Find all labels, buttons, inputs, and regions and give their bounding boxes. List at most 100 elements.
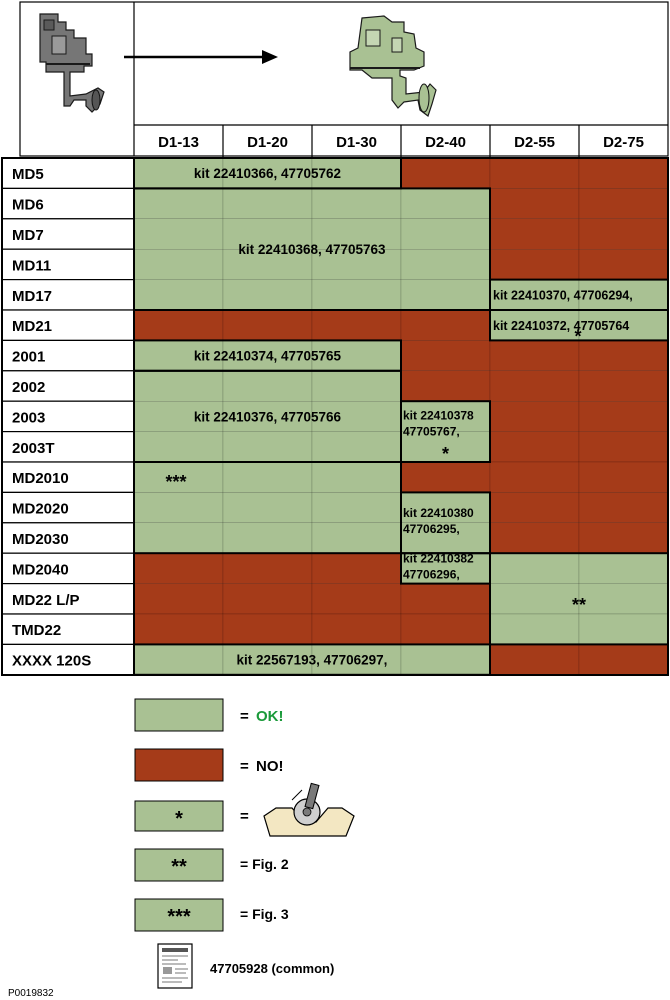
legend-star3-swatch: [134, 898, 224, 932]
kit-label: kit 22410370, 47706294,: [493, 289, 633, 303]
kit-star-marker: **: [572, 595, 586, 615]
grid-cell: [311, 553, 402, 584]
grid-cell: [222, 401, 313, 432]
legend-star1-swatch: [134, 800, 224, 832]
grid-cell: [133, 553, 224, 584]
grid-cell: [222, 522, 313, 554]
grid-cell: [133, 431, 224, 463]
grid-cell: [489, 431, 580, 463]
grid-cell: [489, 218, 580, 250]
column-header-d1-13: D1-13: [158, 134, 199, 151]
legend-star2-swatch: [134, 848, 224, 882]
row-label: 2001: [12, 349, 45, 366]
kit-region-box: [400, 400, 491, 464]
legend-common-label: 47705928 (common): [210, 961, 334, 976]
grid-cell: [578, 583, 669, 615]
grid-cell: [133, 583, 224, 615]
kit-star-marker: *: [442, 444, 449, 464]
row-label-cell: [1, 157, 135, 189]
row-label: 2002: [12, 379, 45, 396]
row-label-cell: [1, 613, 135, 645]
row-label: MD6: [12, 197, 44, 214]
kit-regions: kit 22410366, 47705762 kit 22410368, 4770…: [133, 157, 669, 676]
grid-cell: [133, 644, 224, 676]
column-header-d2-55: D2-55: [514, 134, 555, 151]
kit-star-marker: *: [574, 326, 581, 346]
grid-cell: [222, 188, 313, 219]
grid-cell: [489, 613, 580, 645]
grid-cell: [133, 461, 224, 493]
grid-cell: [311, 461, 402, 493]
grid-cell: [400, 431, 491, 463]
grid-cell: [400, 279, 491, 311]
grid-cell: [578, 218, 669, 250]
column-header-d2-75: D2-75: [603, 134, 644, 151]
grid-cell: [311, 340, 402, 371]
grid-cell: [311, 279, 402, 311]
kit-label: 47706296,: [403, 567, 460, 581]
row-label: XXXX 120S: [12, 653, 91, 670]
grid-cell: [311, 431, 402, 463]
grid-cell: [222, 644, 313, 676]
kit-label: kit 22410376, 47705766: [194, 409, 342, 424]
row-label: 2003: [12, 409, 45, 426]
grid-cell: [400, 644, 491, 676]
grid-cell: [133, 157, 224, 189]
legend-star3-symbol: ***: [167, 906, 191, 928]
grid-cell: [222, 279, 313, 311]
grid-cell: [133, 613, 224, 645]
grid-cell: [133, 248, 224, 280]
grid-cell: [489, 492, 580, 523]
grid-cell: [222, 583, 313, 615]
compatibility-grid: [133, 157, 669, 676]
legend-ok-label: OK!: [256, 708, 284, 725]
legend-star2-label: = Fig. 2: [240, 856, 289, 872]
grid-cell: [578, 522, 669, 554]
grid-cell: [222, 461, 313, 493]
kit-label: 47705767,: [403, 425, 460, 439]
grid-cell: [489, 461, 580, 493]
row-label: MD2020: [12, 501, 69, 518]
arrow-icon: [124, 50, 278, 64]
grid-cell: [222, 431, 313, 463]
row-label-cell: [1, 370, 135, 402]
kit-label: kit 22410366, 47705762: [194, 166, 341, 181]
header-frame: [19, 1, 669, 157]
row-label: MD11: [12, 257, 51, 274]
legend-ok-equals: =: [240, 708, 249, 725]
document-code: P0019832: [8, 988, 54, 999]
grid-cell: [311, 309, 402, 341]
grid-cell: [311, 613, 402, 645]
kit-label: kit 22410380: [403, 506, 474, 520]
row-label: MD22 L/P: [12, 592, 80, 609]
row-label: TMD22: [12, 622, 61, 639]
legend-star2-symbol: **: [171, 856, 187, 878]
legend-ok-swatch: [134, 698, 224, 732]
column-header-d1-30: D1-30: [336, 134, 377, 151]
grid-cell: [489, 188, 580, 219]
grid-cell: [578, 157, 669, 189]
grid-cell: [133, 218, 224, 250]
row-label: MD7: [12, 227, 44, 244]
grid-cell: [578, 370, 669, 402]
grid-cell: [400, 401, 491, 432]
new-engine-icon: [349, 15, 437, 117]
kit-label: kit 22567193, 47706297,: [237, 653, 388, 668]
cutting-tool-icon: [263, 782, 355, 837]
grid-cell: [400, 522, 491, 554]
grid-cell: [222, 309, 313, 341]
legend-no-swatch: [134, 748, 224, 782]
grid-cell: [578, 401, 669, 432]
legend-star3-label: = Fig. 3: [240, 906, 289, 922]
grid-cell: [311, 583, 402, 615]
grid-cell: [311, 157, 402, 189]
column-headers: D1-13 D1-20 D1-30 D2-40 D2-55 D2-75: [158, 125, 644, 158]
legend-star1-equals: =: [240, 808, 249, 825]
legend: = OK! = NO! * = ** = Fig. 2 *** = Fig. 3: [134, 698, 355, 989]
table-frame: [1, 157, 669, 676]
grid-cell: [578, 431, 669, 463]
row-label: MD2040: [12, 561, 69, 578]
grid-cell: [489, 279, 580, 311]
grid-cell: [222, 157, 313, 189]
